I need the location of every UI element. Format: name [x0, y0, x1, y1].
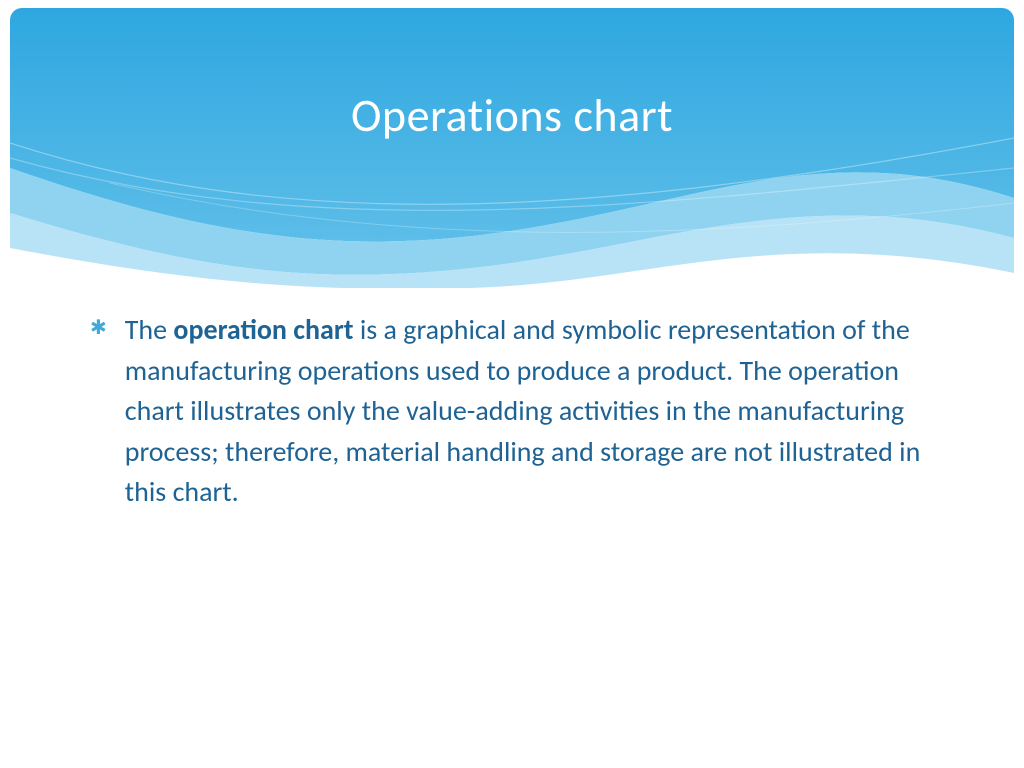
- slide-header: Operations chart: [10, 8, 1014, 288]
- bullet-text-bold: operation chart: [173, 312, 353, 347]
- slide-container: Operations chart ✱ The operation chart i…: [0, 0, 1024, 768]
- bullet-star-icon: ✱: [90, 318, 107, 338]
- slide-title: Operations chart: [10, 88, 1014, 144]
- bullet-text: The operation chart is a graphical and s…: [125, 310, 934, 513]
- wave-background: [10, 8, 1014, 288]
- bullet-item: ✱ The operation chart is a graphical and…: [90, 310, 934, 513]
- slide-body: ✱ The operation chart is a graphical and…: [90, 310, 934, 513]
- bullet-text-prefix: The: [125, 312, 174, 347]
